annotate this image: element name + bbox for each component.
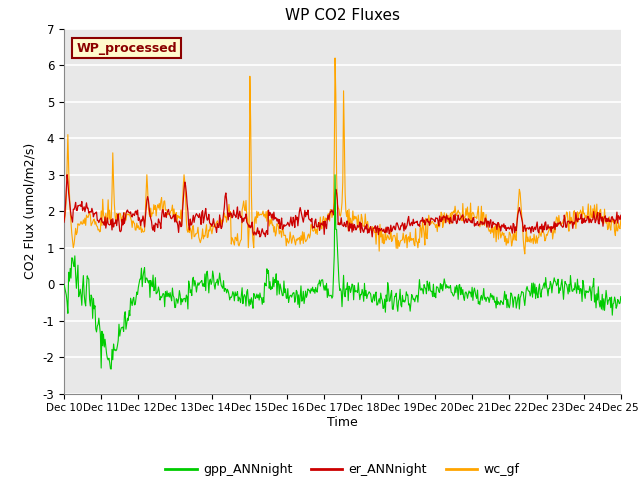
er_ANNnight xyxy=(60,219,68,225)
wc_gf xyxy=(332,55,339,61)
wc_gf xyxy=(521,251,529,257)
er_ANNnight xyxy=(185,222,193,228)
Text: WP_processed: WP_processed xyxy=(76,42,177,55)
wc_gf xyxy=(428,221,435,227)
Y-axis label: CO2 Flux (umol/m2/s): CO2 Flux (umol/m2/s) xyxy=(24,143,37,279)
Title: WP CO2 Fluxes: WP CO2 Fluxes xyxy=(285,9,400,24)
gpp_ANNnight xyxy=(60,281,68,287)
gpp_ANNnight xyxy=(70,264,78,269)
wc_gf xyxy=(617,217,625,223)
gpp_ANNnight xyxy=(428,288,436,294)
er_ANNnight xyxy=(128,214,136,220)
wc_gf xyxy=(411,243,419,249)
Legend: gpp_ANNnight, er_ANNnight, wc_gf: gpp_ANNnight, er_ANNnight, wc_gf xyxy=(161,458,524,480)
gpp_ANNnight xyxy=(185,278,193,284)
wc_gf xyxy=(70,241,78,247)
er_ANNnight xyxy=(256,234,264,240)
gpp_ANNnight xyxy=(128,303,136,309)
Line: gpp_ANNnight: gpp_ANNnight xyxy=(64,175,621,369)
wc_gf xyxy=(184,229,192,235)
wc_gf xyxy=(127,218,135,224)
er_ANNnight xyxy=(214,224,222,230)
gpp_ANNnight xyxy=(332,172,339,178)
er_ANNnight xyxy=(412,219,419,225)
X-axis label: Time: Time xyxy=(327,416,358,429)
Line: wc_gf: wc_gf xyxy=(64,58,621,254)
gpp_ANNnight xyxy=(412,295,419,301)
gpp_ANNnight xyxy=(214,282,222,288)
wc_gf xyxy=(214,218,221,224)
er_ANNnight xyxy=(428,216,436,222)
gpp_ANNnight xyxy=(108,366,115,372)
er_ANNnight xyxy=(63,172,71,178)
er_ANNnight xyxy=(71,204,79,210)
wc_gf xyxy=(60,223,68,228)
er_ANNnight xyxy=(617,212,625,218)
gpp_ANNnight xyxy=(617,294,625,300)
Line: er_ANNnight: er_ANNnight xyxy=(64,175,621,237)
